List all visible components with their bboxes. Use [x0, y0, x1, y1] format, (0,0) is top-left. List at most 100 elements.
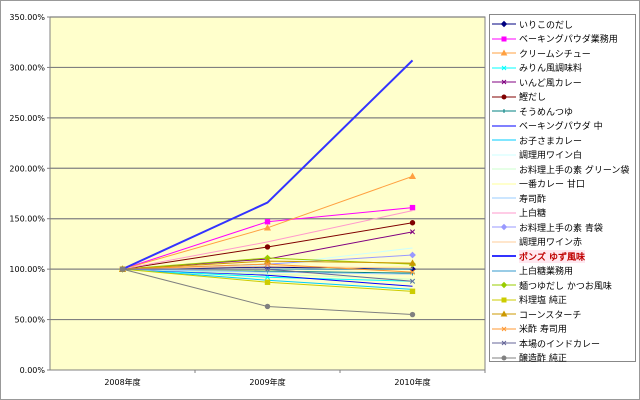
legend-item: お料理上手の素 青袋 [492, 220, 603, 234]
legend-swatch-icon [492, 65, 516, 70]
legend-label: 一番カレー 甘口 [519, 180, 585, 190]
series-line [122, 268, 413, 275]
data-point [500, 20, 508, 28]
legend-swatch-icon [492, 139, 516, 141]
legend-label: ベーキングパウダ 中 [519, 122, 603, 132]
legend-swatch-icon [492, 36, 516, 41]
data-point [263, 224, 272, 231]
legend-item: いんど風カレー [492, 75, 582, 89]
legend-item: 調理用ワイン白 [492, 148, 582, 162]
legend-label: いりこのだし [519, 20, 574, 31]
series-line [122, 265, 413, 270]
legend-swatch-icon [492, 355, 516, 360]
legend-label: 上白糖 [519, 209, 547, 219]
data-point [264, 244, 271, 250]
legend-label: ベーキングパウダ業務用 [519, 35, 618, 45]
data-point [409, 311, 416, 318]
legend-item: いりこのだし [492, 17, 573, 31]
legend-label: そうめんつゆ [519, 107, 574, 118]
data-point [500, 49, 508, 56]
legend-label: 醸造酢 純正 [519, 354, 567, 364]
legend-label: みりん風調味料 [519, 64, 583, 74]
legend-label: お料理上手の素 青袋 [519, 223, 603, 234]
legend-swatch-icon [492, 212, 516, 213]
legend-item: 調理用ワイン赤 [492, 235, 582, 249]
legend-item: 醸造酢 純正 [492, 351, 567, 365]
legend-swatch-icon [492, 270, 516, 271]
legend-item: みりん風調味料 [492, 61, 582, 75]
series-line [119, 266, 416, 318]
legend-label: コーンスターチ [519, 310, 582, 321]
legend-swatch-icon [492, 223, 516, 231]
data-point [501, 340, 507, 346]
data-point [408, 172, 417, 180]
legend-swatch-icon [492, 310, 516, 317]
y-tick-label: 100.00% [9, 265, 45, 274]
legend-item: コーンスターチ [492, 307, 581, 321]
data-point [409, 288, 416, 295]
legend-swatch-icon [492, 20, 516, 28]
data-point [264, 219, 271, 225]
data-point [501, 65, 507, 70]
series-path [122, 268, 413, 275]
y-tick-label: 300.00% [9, 63, 45, 72]
legend-label: 調理用ワイン白 [519, 151, 583, 161]
plot-area [49, 16, 486, 371]
y-tick-label: 50.00% [14, 316, 45, 325]
y-tick-label: 150.00% [9, 215, 45, 224]
data-point [409, 220, 416, 226]
series-path [122, 59, 414, 271]
series-line [122, 210, 413, 270]
y-tick-label: 200.00% [9, 164, 45, 173]
legend-swatch-icon [492, 168, 516, 170]
legend-label: お料理上手の素 グリーン袋 [519, 165, 630, 176]
data-point [409, 278, 416, 284]
legend-label: クリームシチュー [519, 49, 591, 60]
legend-swatch-icon [492, 255, 516, 257]
legend-swatch-icon [492, 94, 516, 99]
legend-item: そうめんつゆ [492, 104, 573, 118]
data-point [501, 79, 507, 85]
legend-label: いんど風カレー [519, 78, 582, 89]
legend-label: お子さまカレー [519, 136, 583, 147]
legend-item: ベーキングパウダ業務用 [492, 32, 618, 46]
legend-item: 一番カレー 甘口 [492, 177, 585, 191]
data-point [264, 266, 271, 272]
legend-swatch-icon [492, 109, 516, 113]
legend-swatch-icon [492, 79, 516, 85]
legend-label: 本場のインドカレー [519, 339, 601, 350]
legend-item: 米酢 寿司用 [492, 322, 567, 336]
legend-item: クリームシチュー [492, 46, 591, 60]
legend-label: ポンズ ゆず風味 [519, 249, 585, 263]
y-tick-label: 250.00% [9, 114, 45, 123]
x-tick-label: 2008年度 [104, 377, 140, 387]
data-point [502, 109, 506, 113]
data-point [264, 261, 271, 267]
data-point [501, 36, 507, 41]
data-point [264, 279, 271, 285]
legend-item: 麺つゆだし かつお風味 [492, 278, 612, 292]
legend-label: 調理用ワイン赤 [519, 238, 583, 248]
legend-swatch-icon [492, 125, 516, 126]
legend-item: ポンズ ゆず風味 [492, 249, 585, 263]
legend-swatch-icon [492, 183, 516, 184]
legend-item: ベーキングパウダ 中 [492, 119, 603, 133]
data-point [408, 259, 417, 266]
legend-swatch-icon [492, 241, 516, 242]
legend-swatch-icon [492, 281, 516, 289]
data-point [501, 94, 507, 99]
legend-label: 上白糖業務用 [519, 267, 574, 277]
y-tick-label: 0.00% [20, 366, 46, 375]
data-point [409, 204, 416, 211]
x-tick-label: 2010年度 [394, 377, 430, 387]
legend-label: 料理塩 純正 [519, 296, 567, 306]
series-line [122, 59, 414, 271]
data-point [264, 303, 271, 310]
data-point [501, 326, 507, 331]
legend-label: 米酢 寿司用 [519, 325, 567, 335]
legend-item: 料理塩 純正 [492, 293, 567, 307]
legend-label: 鰹だし [519, 93, 547, 103]
data-point [501, 297, 507, 302]
data-point [500, 310, 508, 317]
legend-item: 鰹だし [492, 90, 546, 104]
